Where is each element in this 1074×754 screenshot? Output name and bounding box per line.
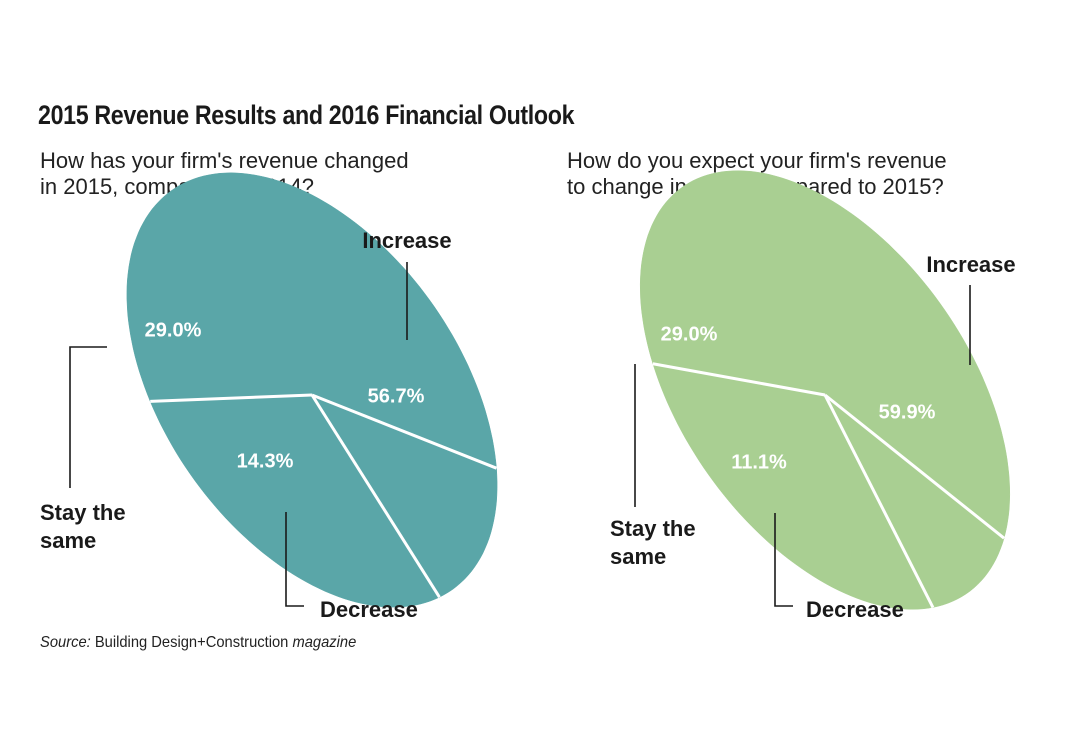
callout-2016-stay-label-2: same: [610, 544, 666, 569]
callout-2016-increase-label: Increase: [926, 252, 1015, 277]
pie-2015-slice-increase: [126, 172, 497, 469]
pie-2016-label-decrease: 11.1%: [731, 451, 787, 473]
callout-2015-stay-line: [69, 346, 107, 488]
pie-2015-divider-1: [150, 393, 313, 403]
pie-2015-label-decrease: 14.3%: [237, 450, 294, 472]
pie-2016-label-stay-the-same: 29.0%: [661, 323, 718, 345]
question-2016-line-1: How do you expect your firm's revenue: [567, 148, 947, 173]
pie-2016-slice-decrease: [824, 394, 1005, 608]
callout-2015-decrease-label: Decrease: [320, 597, 418, 622]
source-prefix: Source:: [40, 634, 91, 651]
pie-2015-slice-stay-the-same: [149, 394, 440, 608]
source-suffix: magazine: [292, 634, 357, 651]
pie-2015-slice-decrease: [311, 394, 498, 598]
pie-2015-divider-2: [311, 393, 498, 470]
pie-2016-label-increase: 59.9%: [879, 401, 936, 423]
pie-2016-slice-increase: [639, 170, 1011, 539]
pie-2016-slice-stay-the-same: [652, 363, 934, 610]
pie-2015-label-stay-the-same: 29.0%: [145, 319, 202, 341]
pie-2016-divider-1: [652, 362, 826, 397]
pie-2015-divider-3: [310, 394, 441, 599]
question-2015-line-1: How has your firm's revenue changed: [40, 148, 409, 173]
callout-2015-stay-label-2: same: [40, 528, 96, 553]
pie-2015-label-increase: 56.7%: [368, 385, 425, 407]
pie-2016-divider-3: [823, 394, 935, 609]
callout-2016-stay-label-1: Stay the: [610, 516, 696, 541]
chart-title: 2015 Revenue Results and 2016 Financial …: [38, 100, 575, 130]
source-name: Building Design+Construction: [94, 634, 289, 651]
pie-2016-divider-2: [824, 393, 1005, 540]
callout-2015-stay-label-1: Stay the: [40, 500, 126, 525]
source-note: Source: Building Design+Construction mag…: [40, 634, 356, 652]
callout-2015-decrease-line: [285, 512, 304, 607]
callout-2016-decrease-line: [774, 513, 793, 607]
callout-2015-increase-label: Increase: [362, 228, 451, 253]
callout-2016-decrease-label: Decrease: [806, 597, 904, 622]
